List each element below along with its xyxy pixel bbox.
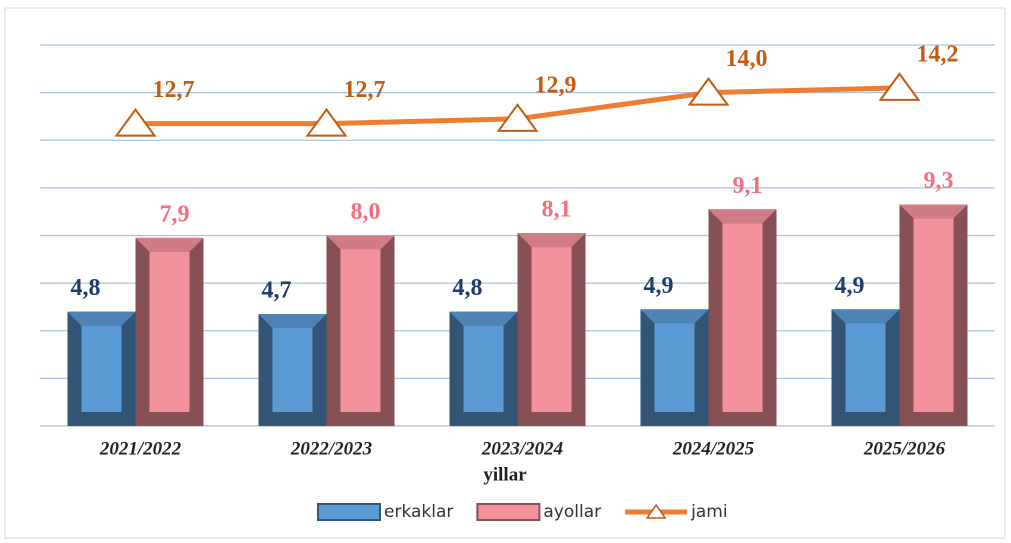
x-tick-label: 2025/2026 (863, 438, 946, 459)
x-tick-label: 2024/2025 (672, 438, 755, 459)
data-label: 4,9 (644, 273, 674, 299)
line-marker (114, 107, 157, 137)
bar-face (340, 249, 381, 412)
line-marker (496, 103, 539, 132)
bar-bevel (899, 204, 968, 219)
bar-face (149, 251, 190, 412)
x-tick-label: 2023/2024 (481, 438, 563, 459)
legend-label: erkaklar (384, 502, 453, 522)
data-label: 4,7 (262, 278, 292, 304)
x-tick-label: 2021/2022 (99, 438, 182, 459)
x-axis-title: yillar (483, 464, 527, 485)
data-label: 7,9 (160, 201, 190, 227)
bar-bevel (708, 209, 777, 224)
legend-label: ayollar (543, 502, 601, 522)
bar-bevel (517, 233, 586, 248)
data-label: 14,0 (726, 46, 768, 72)
data-label: 4,8 (453, 275, 483, 301)
bar-face (463, 325, 504, 412)
bar-bevel (67, 311, 136, 326)
legend-label: jami (690, 502, 727, 522)
line-marker (305, 107, 348, 137)
line-marker (687, 76, 730, 106)
data-label: 4,8 (71, 275, 101, 301)
legend-swatch (317, 503, 381, 521)
bar-face (722, 223, 763, 412)
bar-bevel (135, 237, 204, 252)
bar-bevel (258, 314, 327, 329)
bar-bevel (640, 309, 709, 324)
data-label: 9,3 (924, 168, 954, 194)
bar-face (81, 325, 122, 412)
bar-bevel (449, 311, 518, 326)
data-label: 4,9 (835, 273, 865, 299)
legend-swatch (476, 503, 541, 521)
data-label: 8,1 (542, 197, 572, 223)
line-marker (878, 72, 921, 101)
bar-face (272, 328, 313, 412)
x-tick-label: 2022/2023 (290, 438, 372, 459)
bar-face (845, 323, 886, 412)
data-label: 8,0 (351, 199, 381, 225)
data-label: 12,9 (535, 72, 577, 98)
bar-face (654, 323, 695, 412)
bar-bevel (326, 235, 395, 250)
data-label: 12,7 (153, 77, 195, 103)
bar-face (531, 247, 572, 412)
bar-face (913, 218, 954, 412)
legend-marker (645, 503, 667, 519)
data-label: 12,7 (344, 77, 386, 103)
data-label: 14,2 (917, 41, 959, 67)
bar-bevel (831, 309, 900, 324)
data-label: 9,1 (733, 173, 763, 199)
